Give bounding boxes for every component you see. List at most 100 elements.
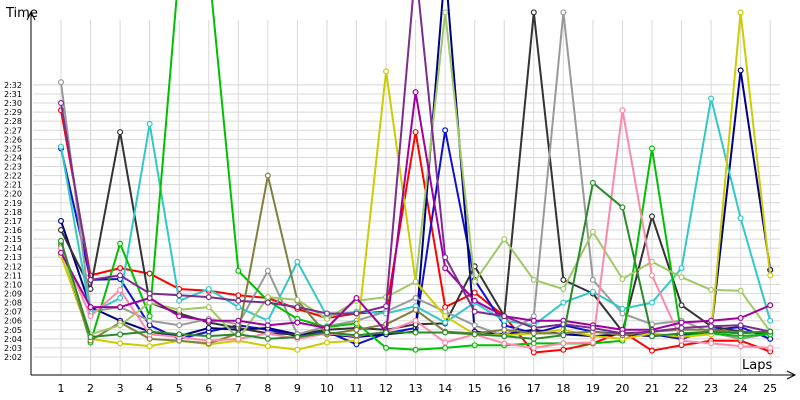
data-point xyxy=(471,322,478,329)
data-point xyxy=(560,276,567,283)
data-point xyxy=(589,179,596,186)
data-point xyxy=(146,270,153,277)
data-point xyxy=(117,286,124,293)
y-tick-label: 2:17 xyxy=(4,217,22,226)
x-tick-label: 8 xyxy=(264,382,271,395)
data-point xyxy=(648,213,655,220)
series-14 xyxy=(57,179,774,342)
data-point xyxy=(323,339,330,346)
data-point xyxy=(442,319,449,326)
data-point xyxy=(383,303,390,310)
data-point xyxy=(412,306,419,313)
data-point xyxy=(767,317,774,324)
y-axis-title: Time xyxy=(5,6,38,21)
data-point xyxy=(353,295,360,302)
x-tick-label: 15 xyxy=(468,382,482,395)
data-point xyxy=(412,278,419,285)
x-tick-label: 25 xyxy=(763,382,777,395)
data-point xyxy=(530,324,537,331)
data-point xyxy=(176,331,183,338)
data-point xyxy=(294,346,301,353)
data-point xyxy=(530,317,537,324)
data-point xyxy=(589,276,596,283)
data-point xyxy=(383,68,390,75)
data-point xyxy=(442,329,449,336)
data-point xyxy=(678,330,685,337)
data-point xyxy=(294,296,301,303)
data-point xyxy=(353,326,360,333)
data-point xyxy=(442,127,449,134)
data-point xyxy=(412,129,419,136)
data-point xyxy=(235,317,242,324)
data-point xyxy=(767,272,774,279)
y-tick-label: 2:12 xyxy=(4,262,22,271)
data-point xyxy=(737,67,744,74)
x-tick-label: 18 xyxy=(556,382,570,395)
data-point xyxy=(87,313,94,320)
x-tick-label: 11 xyxy=(350,382,364,395)
y-tick-label: 2:22 xyxy=(4,172,22,181)
grid xyxy=(33,20,780,375)
data-point xyxy=(737,343,744,350)
y-tick-label: 2:10 xyxy=(4,280,22,289)
data-point xyxy=(737,322,744,329)
data-point xyxy=(412,317,419,324)
data-point xyxy=(205,304,212,311)
data-point xyxy=(708,340,715,347)
data-point xyxy=(501,236,508,243)
x-axis-title: Laps xyxy=(742,358,772,373)
data-point xyxy=(176,306,183,313)
axes xyxy=(26,10,797,380)
data-point xyxy=(87,285,94,292)
data-point xyxy=(176,292,183,299)
data-point xyxy=(530,344,537,351)
data-point xyxy=(619,330,626,337)
data-point xyxy=(117,129,124,136)
data-point xyxy=(264,294,271,301)
y-tick-label: 2:26 xyxy=(4,135,22,144)
data-point xyxy=(87,276,94,283)
x-tick-labels: 1 2 3 4 5 6 7 8 9 10 11 12 13 14 15 16 17 18 19 20 21 22 23 24 2… xyxy=(58,382,778,395)
y-tick-label: 2:07 xyxy=(4,308,22,317)
data-point xyxy=(117,304,124,311)
y-tick-label: 2:23 xyxy=(4,163,22,172)
data-point xyxy=(117,340,124,347)
data-point xyxy=(383,329,390,336)
x-tick-label: 1 xyxy=(58,382,65,395)
data-point xyxy=(117,322,124,329)
data-point xyxy=(589,288,596,295)
data-point xyxy=(737,215,744,222)
data-point xyxy=(530,330,537,337)
data-point xyxy=(560,285,567,292)
y-tick-label: 2:19 xyxy=(4,199,22,208)
data-point xyxy=(708,328,715,335)
data-point xyxy=(767,344,774,351)
data-point xyxy=(767,302,774,309)
data-point xyxy=(619,305,626,312)
data-point xyxy=(264,335,271,342)
data-point xyxy=(501,340,508,347)
data-point xyxy=(264,267,271,274)
data-point xyxy=(530,335,537,342)
data-point xyxy=(235,292,242,299)
y-tick-label: 2:30 xyxy=(4,99,22,108)
x-tick-label: 21 xyxy=(645,382,659,395)
data-point xyxy=(383,344,390,351)
y-tick-label: 2:04 xyxy=(4,335,22,344)
data-point xyxy=(117,331,124,338)
data-point xyxy=(589,228,596,235)
x-tick-label: 9 xyxy=(294,382,301,395)
data-point xyxy=(146,120,153,127)
data-point xyxy=(767,328,774,335)
y-tick-label: 2:21 xyxy=(4,181,22,190)
data-point xyxy=(678,319,685,326)
data-point xyxy=(235,331,242,338)
data-point xyxy=(530,276,537,283)
data-point xyxy=(708,323,715,330)
series-13 xyxy=(57,0,774,337)
data-point xyxy=(442,339,449,346)
x-tick-label: 6 xyxy=(205,382,212,395)
y-tick-label: 2:27 xyxy=(4,126,22,135)
y-tick-label: 2:20 xyxy=(4,190,22,199)
data-point xyxy=(471,308,478,315)
